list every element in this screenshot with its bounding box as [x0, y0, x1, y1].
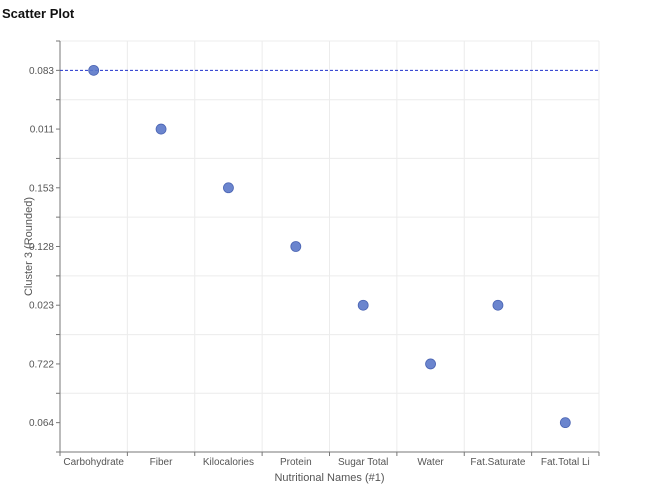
scatter-point [223, 182, 234, 194]
x-tick-label: Water [417, 457, 444, 468]
x-tick-label: Sugar Total [338, 457, 388, 468]
x-tick-label: Fiber [150, 457, 173, 468]
y-axis-title: Cluster 3 (Rounded) [23, 197, 35, 296]
x-tick-label: Carbohydrate [63, 457, 124, 468]
x-axis-title: Nutritional Names (#1) [274, 472, 384, 484]
scatter-point [425, 358, 436, 370]
chart-title: Scatter Plot [2, 6, 75, 21]
x-tick-label: Protein [280, 457, 312, 468]
scatter-point [492, 299, 504, 311]
scatter-point [155, 123, 167, 135]
scatter-point [290, 241, 302, 252]
scatter-point [357, 299, 369, 311]
y-tick-label: 0.153 [29, 183, 54, 194]
x-tick-label: Kilocalories [203, 457, 254, 468]
y-tick-label: 0.722 [29, 359, 54, 370]
x-tick-label: Fat.Total Li [541, 457, 590, 468]
y-tick-label: 0.083 [29, 66, 54, 77]
y-tick-label: 0.011 [30, 125, 55, 136]
y-tick-label: 0.064 [29, 418, 54, 429]
y-tick-label: 0.128 [29, 242, 54, 253]
scatter-point [88, 64, 100, 76]
y-tick-label: 0.023 [29, 301, 54, 312]
scatter-point [559, 417, 571, 429]
x-tick-label: Fat.Saturate [470, 457, 525, 468]
